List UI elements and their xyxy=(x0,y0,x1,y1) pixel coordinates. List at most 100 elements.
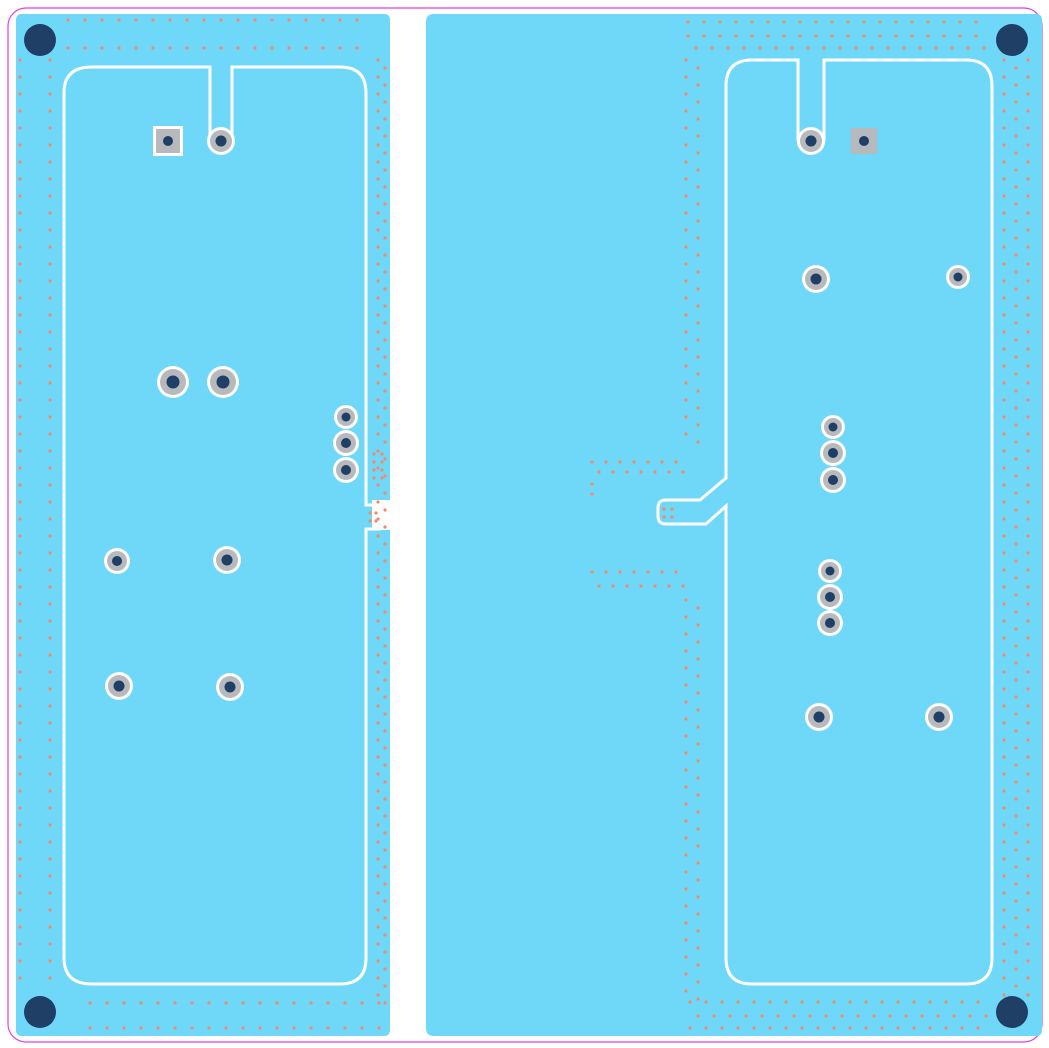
stitch-via xyxy=(1002,619,1006,623)
stitch-via xyxy=(684,432,688,436)
stitch-via xyxy=(696,287,700,291)
stitch-via xyxy=(1014,644,1018,648)
stitch-via xyxy=(686,34,690,38)
stitch-via xyxy=(1014,66,1018,70)
stitch-via xyxy=(1026,381,1030,385)
stitch-via xyxy=(696,253,700,257)
stitch-via xyxy=(942,20,946,24)
stitch-via xyxy=(684,887,688,891)
stitch-via xyxy=(48,160,52,164)
stitch-via xyxy=(376,296,380,300)
stitch-via xyxy=(1026,58,1030,62)
stitch-via xyxy=(611,470,615,474)
stitch-via xyxy=(383,559,387,563)
stitch-via xyxy=(372,476,376,480)
stitch-via xyxy=(18,517,22,521)
stitch-via xyxy=(1026,228,1030,232)
stitch-via xyxy=(355,46,359,50)
stitch-via xyxy=(696,640,700,644)
stitch-via xyxy=(854,46,858,50)
drill-hole xyxy=(805,135,817,147)
stitch-via xyxy=(48,976,52,980)
stitch-via xyxy=(912,1000,916,1004)
stitch-via xyxy=(736,1000,740,1004)
stitch-via xyxy=(376,143,380,147)
stitch-via xyxy=(696,185,700,189)
stitch-via xyxy=(383,321,387,325)
stitch-via xyxy=(1002,177,1006,181)
stitch-via xyxy=(18,823,22,827)
stitch-via xyxy=(253,18,257,22)
stitch-via xyxy=(824,1014,828,1018)
stitch-via xyxy=(383,593,387,597)
stitch-via xyxy=(18,840,22,844)
stitch-via xyxy=(383,185,387,189)
stitch-via xyxy=(684,364,688,368)
stitch-via xyxy=(760,1014,764,1018)
stitch-via xyxy=(1014,984,1018,988)
drill-hole xyxy=(825,618,835,628)
stitch-via xyxy=(1002,568,1006,572)
stitch-via xyxy=(878,34,882,38)
stitch-via xyxy=(696,304,700,308)
stitch-via xyxy=(684,955,688,959)
stitch-via xyxy=(880,1026,884,1030)
stitch-via xyxy=(326,1001,330,1005)
stitch-via xyxy=(383,831,387,835)
stitch-via xyxy=(18,534,22,538)
stitch-via xyxy=(1002,585,1006,589)
drill-hole xyxy=(224,681,236,693)
stitch-via xyxy=(1014,474,1018,478)
stitch-via xyxy=(304,46,308,50)
stitch-via xyxy=(18,976,22,980)
stitch-via xyxy=(830,34,834,38)
stitch-via xyxy=(1002,874,1006,878)
stitch-via xyxy=(105,1001,109,1005)
stitch-via xyxy=(702,34,706,38)
stitch-via xyxy=(696,1014,700,1018)
left-stitch-vias xyxy=(18,18,387,1030)
stitch-via xyxy=(1002,92,1006,96)
stitch-via xyxy=(383,729,387,733)
stitch-via xyxy=(326,1026,330,1030)
stitch-via xyxy=(376,653,380,657)
stitch-via xyxy=(100,46,104,50)
stitch-via xyxy=(1002,687,1006,691)
stitch-via xyxy=(18,381,22,385)
stitch-via xyxy=(1014,185,1018,189)
stitch-via xyxy=(904,1014,908,1018)
stitch-via xyxy=(376,262,380,266)
stitch-via xyxy=(376,585,380,589)
stitch-via xyxy=(219,46,223,50)
stitch-via xyxy=(704,1000,708,1004)
stitch-via xyxy=(928,1026,932,1030)
stitch-via xyxy=(639,470,643,474)
stitch-via xyxy=(48,398,52,402)
stitch-via xyxy=(1002,942,1006,946)
stitch-via xyxy=(684,751,688,755)
stitch-via xyxy=(18,126,22,130)
stitch-via xyxy=(18,789,22,793)
stitch-via xyxy=(734,20,738,24)
stitch-via xyxy=(241,1001,245,1005)
stitch-via xyxy=(1026,75,1030,79)
stitch-via xyxy=(1002,126,1006,130)
stitch-via xyxy=(611,584,615,588)
stitch-via xyxy=(1026,721,1030,725)
stitch-via xyxy=(376,874,380,878)
stitch-via xyxy=(1014,814,1018,818)
stitch-via xyxy=(383,950,387,954)
stitch-via xyxy=(360,1026,364,1030)
stitch-via xyxy=(1002,602,1006,606)
stitch-via xyxy=(383,338,387,342)
stitch-via xyxy=(1002,908,1006,912)
stitch-via xyxy=(190,1026,194,1030)
stitch-via xyxy=(1026,194,1030,198)
stitch-via xyxy=(704,1026,708,1030)
stitch-via xyxy=(376,602,380,606)
stitch-via xyxy=(632,570,636,574)
stitch-via xyxy=(974,20,978,24)
stitch-via xyxy=(48,347,52,351)
stitch-via xyxy=(48,75,52,79)
stitch-via xyxy=(1026,942,1030,946)
